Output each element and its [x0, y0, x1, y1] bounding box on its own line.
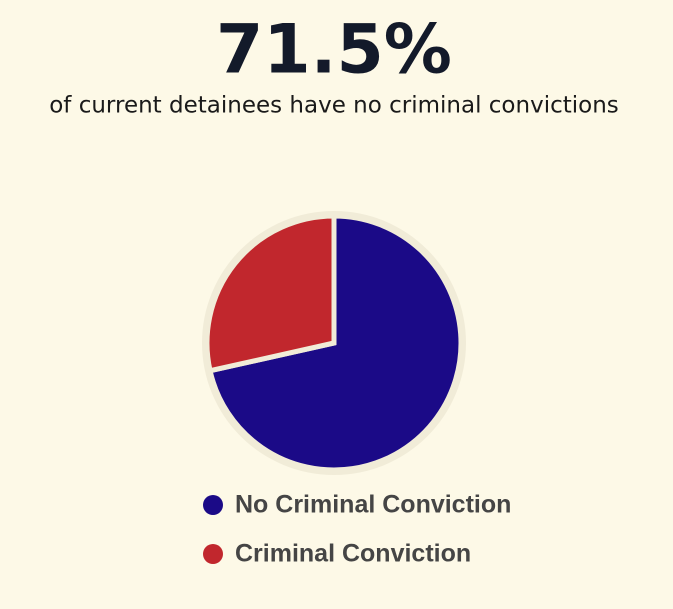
- subtitle: of current detainees have no criminal co…: [49, 93, 619, 119]
- pie-slice: [204, 213, 337, 374]
- legend-marker: [203, 495, 223, 515]
- legend-label: No Criminal Conviction: [235, 491, 511, 519]
- headline: 71.5%: [216, 11, 452, 90]
- legend-label: Criminal Conviction: [235, 540, 471, 568]
- legend-marker: [203, 544, 223, 564]
